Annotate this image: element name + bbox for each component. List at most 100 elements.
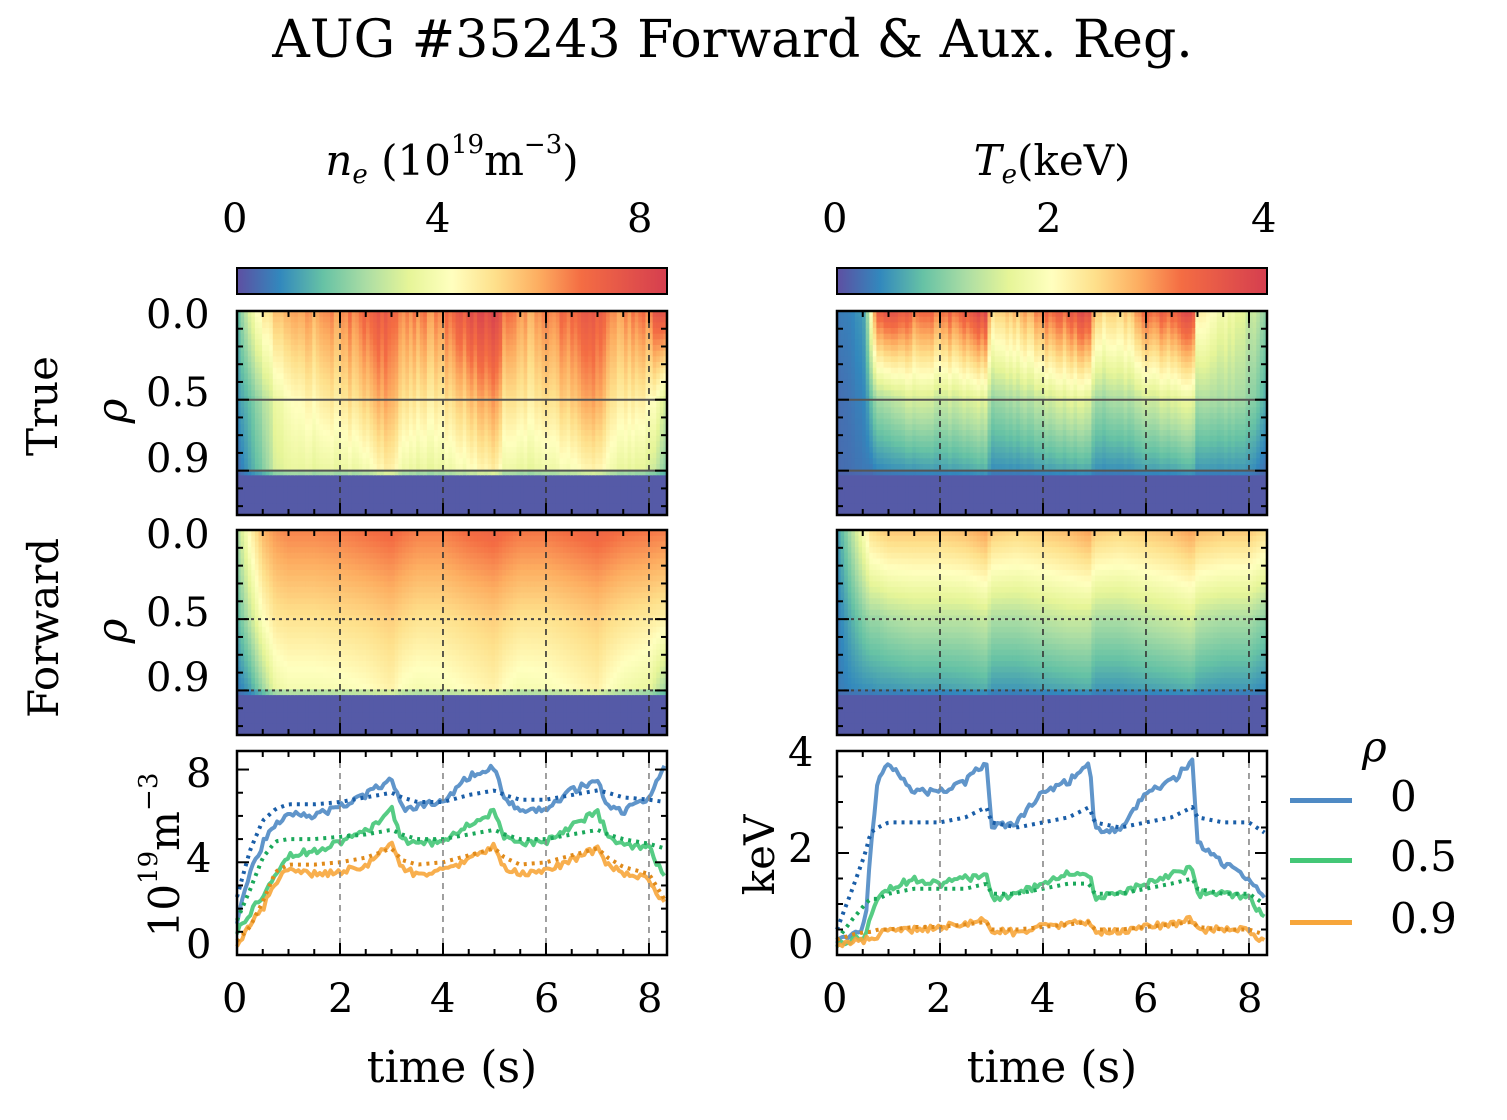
heatmap-cell [315, 401, 320, 408]
heatmap-cell [254, 333, 260, 340]
heatmap-cell [423, 333, 428, 340]
heatmap-cell [598, 458, 604, 465]
heatmap-cell [258, 401, 263, 408]
heatmap-cell [512, 384, 518, 391]
heatmap-cell [516, 362, 521, 369]
heatmap-cell [552, 481, 557, 488]
heatmap-cell [598, 430, 604, 437]
heatmap-cell [459, 498, 464, 505]
heatmap-cell [283, 435, 288, 442]
heatmap-cell [254, 424, 260, 431]
heatmap-cell [573, 345, 578, 352]
heatmap-cell [251, 316, 256, 323]
heatmap-cell [466, 367, 471, 374]
heatmap-cell [448, 333, 453, 340]
heatmap-cell [588, 503, 593, 510]
bl-xtick-2: 2 [328, 976, 354, 1022]
te-symbol: T [973, 136, 1002, 185]
heatmap-cell [351, 345, 356, 352]
heatmap-cell [455, 435, 460, 442]
heatmap-cell [588, 384, 593, 391]
heatmap-cell [358, 373, 363, 380]
heatmap-cell [301, 316, 306, 323]
heatmap-cell [237, 447, 242, 454]
heatmap-cell [401, 339, 406, 346]
heatmap-cell [538, 492, 543, 499]
heatmap-cell [426, 373, 432, 380]
heatmap-cell [315, 418, 320, 425]
heatmap-cell [616, 441, 621, 448]
heatmap-cell [495, 430, 500, 437]
heatmap-cell [380, 345, 385, 352]
heatmap-cell [416, 345, 421, 352]
heatmap-cell [534, 435, 539, 442]
heatmap-cell [466, 447, 471, 454]
heatmap-cell [627, 328, 632, 335]
heatmap-cell [624, 362, 629, 369]
heatmap-cell [330, 356, 335, 363]
heatmap-cell [330, 503, 335, 510]
heatmap-cell [362, 316, 367, 323]
heatmap-cell [272, 322, 277, 329]
heatmap-cell [405, 401, 410, 408]
heatmap-cell [487, 390, 492, 397]
heatmap-cell [631, 413, 636, 420]
heatmap-cell [344, 384, 349, 391]
heatmap-cell [297, 486, 303, 493]
heatmap-cell [566, 481, 571, 488]
heatmap-cell [534, 481, 539, 488]
heatmap-cell [323, 350, 328, 357]
heatmap-cell [405, 407, 410, 414]
heatmap-cell [340, 447, 346, 454]
heatmap-cell [584, 458, 589, 465]
heatmap-cell [287, 333, 292, 340]
heatmap-cell [240, 322, 245, 329]
heatmap-cell [887, 424, 892, 431]
heatmap-cell [305, 339, 310, 346]
heatmap-cell [523, 345, 528, 352]
heatmap-cell [351, 356, 356, 363]
heatmap-cell [530, 492, 535, 499]
heatmap-cell [383, 356, 389, 363]
heatmap-cell [538, 384, 543, 391]
heatmap-cell [340, 350, 346, 357]
heatmap-cell [627, 464, 632, 471]
heatmap-cell [351, 441, 356, 448]
heatmap-cell [412, 373, 417, 380]
heatmap-cell [244, 401, 249, 408]
heatmap-cell [254, 390, 260, 397]
heatmap-cell [340, 435, 346, 442]
heatmap-cell [348, 322, 353, 329]
heatmap-cell [294, 322, 299, 329]
heatmap-cell [573, 435, 578, 442]
heatmap-cell [876, 452, 881, 459]
heatmap-cell [880, 356, 885, 363]
heatmap-cell [340, 498, 346, 505]
heatmap-cell [555, 475, 561, 482]
heatmap-cell [423, 424, 428, 431]
heatmap-cell [538, 328, 543, 335]
heatmap-cell [862, 475, 867, 482]
heatmap-cell [254, 464, 260, 471]
heatmap-cell [344, 492, 349, 499]
heatmap-cell [434, 475, 439, 482]
heatmap-cell [394, 367, 399, 374]
heatmap-cell [369, 475, 374, 482]
heatmap-cell [401, 481, 406, 488]
heatmap-cell [606, 350, 611, 357]
heatmap-cell [862, 401, 867, 408]
heatmap-cell [627, 503, 632, 510]
heatmap-cell [409, 447, 414, 454]
heatmap-cell [344, 379, 349, 386]
heatmap-cell [573, 481, 578, 488]
heatmap-cell [577, 356, 582, 363]
heatmap-cell [588, 413, 593, 420]
heatmap-cell [405, 452, 410, 459]
heatmap-cell [588, 356, 593, 363]
heatmap-cell [595, 373, 600, 380]
heatmap-cell [308, 333, 313, 340]
heatmap-cell [538, 447, 543, 454]
heatmap-cell [573, 464, 578, 471]
heatmap-cell [351, 475, 356, 482]
heatmap-cell [459, 492, 464, 499]
